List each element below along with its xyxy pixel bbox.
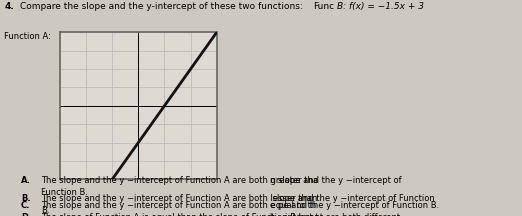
- Text: n slope and the y −intercept of: n slope and the y −intercept of: [270, 176, 402, 185]
- Text: Function A:: Function A:: [4, 32, 51, 41]
- Text: B: f(x) = −1.5x + 3: B: f(x) = −1.5x + 3: [337, 2, 424, 11]
- Text: 4.: 4.: [4, 2, 14, 11]
- Text: h −intercept are both different.: h −intercept are both different.: [270, 213, 403, 216]
- Text: D.: D.: [21, 213, 31, 216]
- Text: C.: C.: [21, 201, 30, 210]
- Text: B.: B.: [41, 206, 49, 215]
- Text: The slope and the y −intercept of Function A are both equal to th: The slope and the y −intercept of Functi…: [41, 201, 316, 210]
- Text: A.: A.: [21, 176, 31, 185]
- Text: The slope and the y −intercept of Function A are both greater tha: The slope and the y −intercept of Functi…: [41, 176, 318, 185]
- Text: Function B.: Function B.: [41, 188, 88, 197]
- Text: The slope of Function A is equal than the slope of Function B but t: The slope of Function A is equal than th…: [41, 213, 318, 216]
- Text: Compare the slope and the y-intercept of these two functions:: Compare the slope and the y-intercept of…: [20, 2, 303, 11]
- Text: The slope and the y −intercept of Function A are both lesser than: The slope and the y −intercept of Functi…: [41, 194, 317, 203]
- Text: slope and the y −intercept of Function: slope and the y −intercept of Function: [270, 194, 435, 203]
- Text: B.: B.: [21, 194, 30, 203]
- Text: e pe and the y −intercept of Function B.: e pe and the y −intercept of Function B.: [270, 201, 440, 210]
- Text: Func: Func: [313, 2, 334, 11]
